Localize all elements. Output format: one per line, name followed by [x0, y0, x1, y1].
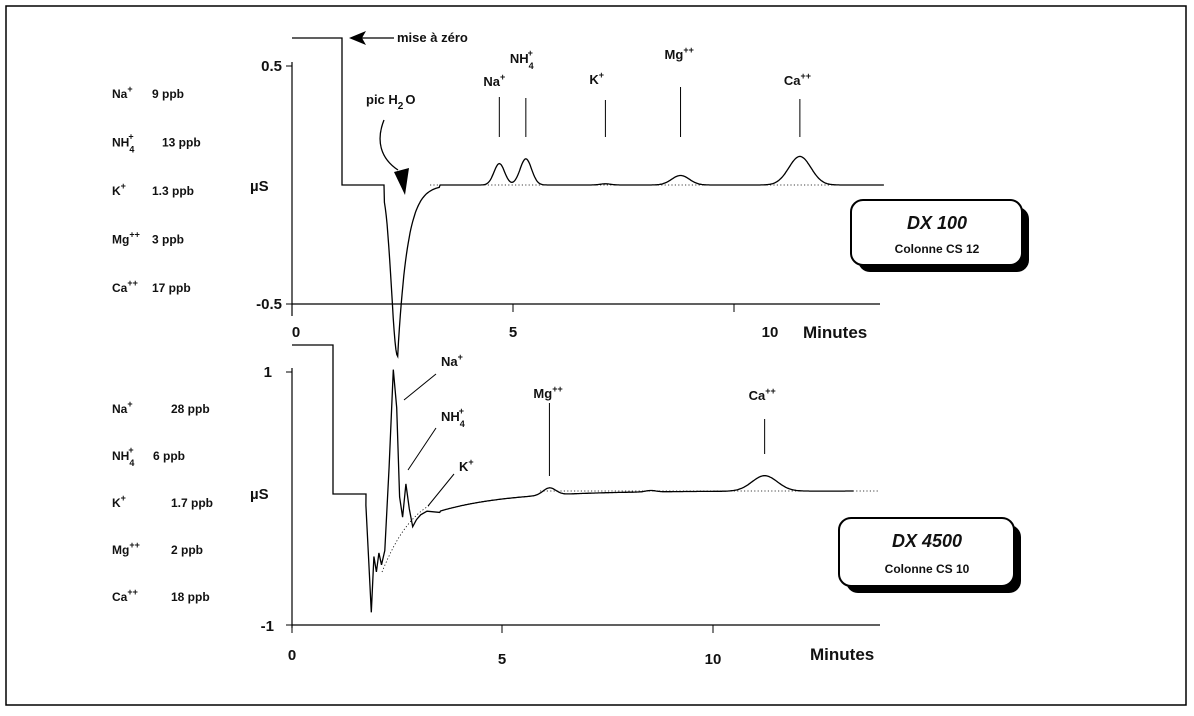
concentration-value: 3 ppb — [152, 233, 184, 247]
concentration-label: Ca++ — [112, 278, 138, 295]
x-axis-label: Minutes — [803, 323, 867, 342]
instrument-name: DX 100 — [907, 213, 967, 233]
x-tick-label: 10 — [705, 651, 722, 668]
concentration-label: Mg++ — [112, 540, 140, 557]
concentration-value: 1.7 ppb — [171, 496, 213, 510]
column-name: Colonne CS 12 — [895, 242, 980, 256]
x-tick-label: 10 — [762, 324, 779, 341]
concentration-value: 17 ppb — [152, 281, 191, 295]
arrow-head-icon — [394, 168, 409, 195]
x-axis-label: Minutes — [810, 645, 874, 664]
peak-label: Mg++ — [665, 45, 694, 62]
panel-dx4500: Na+ 28 ppb NH4+ 6 ppb K+ 1.7 ppb Mg++ 2 ppb Ca++… — [112, 344, 1021, 668]
peak-label: Mg++ — [533, 384, 562, 401]
instrument-box-dx4500: DX 4500 Colonne CS 10 — [838, 517, 1021, 593]
concentration-value: 1.3 ppb — [152, 184, 194, 198]
concentration-value: 9 ppb — [152, 87, 184, 101]
instrument-name: DX 4500 — [892, 531, 962, 551]
water-peak-arrow — [379, 119, 399, 171]
peak-labels-dx100: Na+ NH4+ K+ Mg++ Ca++ — [483, 45, 811, 137]
baseline-extrapolation — [381, 504, 431, 573]
peak-label: NH4+ — [441, 406, 465, 429]
column-name: Colonne CS 10 — [885, 562, 970, 576]
peak-label: Ca++ — [784, 71, 811, 88]
water-peak-note: pic H2 O — [366, 92, 415, 112]
instrument-box-dx100: DX 100 Colonne CS 12 — [850, 199, 1029, 272]
concentration-label: NH4+ — [112, 132, 134, 155]
peak-label: Na+ — [483, 72, 505, 89]
y-tick-label: -0.5 — [256, 296, 282, 313]
concentration-label: Ca++ — [112, 587, 138, 604]
zero-note: mise à zéro — [397, 30, 468, 45]
y-tick-label: 0.5 — [261, 58, 282, 75]
concentration-value: 13 ppb — [162, 136, 201, 150]
concentration-label: Na+ — [112, 399, 133, 416]
peak-label: NH4+ — [510, 48, 534, 71]
concentration-value: 6 ppb — [153, 449, 185, 463]
peak-label: Na+ — [441, 352, 463, 369]
concentrations-dx4500: Na+ 28 ppb NH4+ 6 ppb K+ 1.7 ppb Mg++ 2 ppb Ca++… — [112, 399, 213, 604]
x-tick-label: 5 — [509, 324, 517, 341]
y-axis-label: µS — [250, 486, 269, 503]
concentrations-dx100: Na+ 9 ppb NH4+ 13 ppb K+ 1.3 ppb Mg++ 3 ppb Ca++… — [112, 84, 201, 295]
concentration-label: K+ — [112, 181, 126, 198]
panel-dx100: Na+ 9 ppb NH4+ 13 ppb K+ 1.3 ppb Mg++ 3 ppb Ca++… — [112, 30, 1029, 359]
y-axis-label: µS — [250, 178, 269, 195]
concentration-value: 2 ppb — [171, 543, 203, 557]
concentration-value: 28 ppb — [171, 402, 210, 416]
chromatogram-trace — [292, 37, 884, 359]
concentration-label: NH4+ — [112, 445, 134, 468]
concentration-value: 18 ppb — [171, 590, 210, 604]
peak-label: K+ — [459, 457, 474, 474]
peak-marker-line — [427, 473, 455, 507]
peak-marker-line — [403, 373, 437, 401]
zero-arrow — [349, 31, 394, 45]
peak-label: Ca++ — [749, 386, 776, 403]
peak-label: K+ — [589, 70, 604, 87]
concentration-label: K+ — [112, 493, 126, 510]
concentration-label: Mg++ — [112, 230, 140, 247]
x-tick-label: 5 — [498, 651, 506, 668]
y-tick-label: -1 — [261, 618, 274, 635]
x-tick-label: 0 — [288, 647, 296, 664]
peak-marker-line — [407, 427, 437, 471]
concentration-label: Na+ — [112, 84, 133, 101]
x-tick-label: 0 — [292, 324, 300, 341]
peak-labels-dx4500: Na+ NH4+ K+ Mg++ Ca++ — [403, 352, 776, 507]
y-tick-label: 1 — [264, 364, 272, 381]
chromatogram-trace — [292, 344, 854, 613]
